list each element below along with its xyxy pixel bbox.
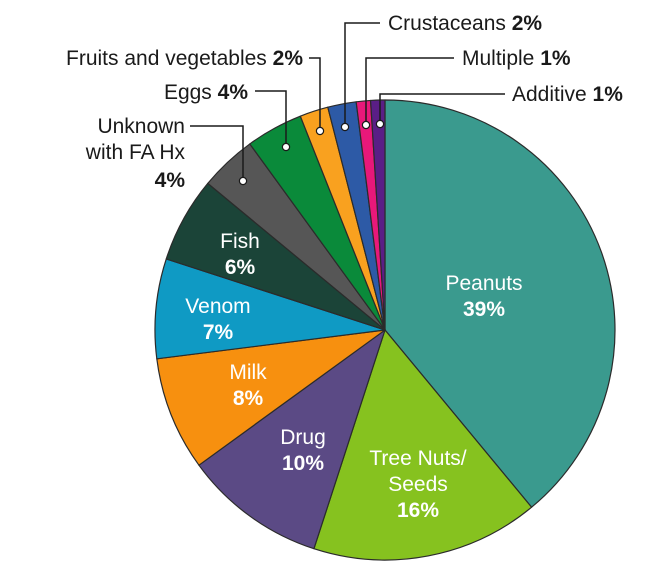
leader-line-unknown-with-fa-hx (190, 125, 244, 181)
slice-label-venom: Venom 7% (185, 295, 250, 344)
pie-slice-drug (198, 329, 386, 550)
slice-label-fruits-and-vegetables: Fruits and vegetables 2% (66, 47, 303, 70)
pie-slice-venom (154, 258, 386, 360)
leader-dot-multiple (361, 120, 371, 130)
slice-label-crustaceans: Crustaceans 2% (388, 12, 542, 35)
slice-label-milk: Milk 8% (229, 361, 267, 410)
pie-slice-peanuts (384, 99, 616, 508)
leader-dot-eggs (281, 142, 291, 152)
leader-dot-crustaceans (340, 122, 350, 132)
slice-label-additive: Additive 1% (512, 83, 623, 106)
leader-line-additive (379, 93, 505, 124)
slice-label-peanuts: Peanuts 39% (445, 272, 522, 321)
leader-dot-fruits-and-vegetables (315, 126, 325, 136)
leader-line-eggs (255, 90, 287, 147)
pie-slice-tree-nuts-seeds (313, 329, 533, 561)
leader-line-fruits-and-vegetables (309, 57, 321, 131)
leader-dot-additive (375, 119, 385, 129)
leader-line-crustaceans (344, 22, 380, 127)
pie-slice-additive (369, 99, 386, 331)
slice-label-multiple: Multiple 1% (462, 47, 571, 70)
pie-slice-milk (156, 329, 386, 466)
leader-dot-unknown-with-fa-hx (238, 176, 248, 186)
slice-label-drug: Drug 10% (280, 426, 326, 475)
slice-label-fish: Fish 6% (220, 230, 260, 279)
leader-line-multiple (365, 57, 454, 125)
slice-label-tree-nuts-seeds: Tree Nuts/Seeds 16% (369, 447, 466, 522)
slice-label-eggs: Eggs 4% (164, 81, 248, 104)
slice-label-unknown-with-fa-hx: Unknown with FA Hx 4% (85, 115, 186, 192)
